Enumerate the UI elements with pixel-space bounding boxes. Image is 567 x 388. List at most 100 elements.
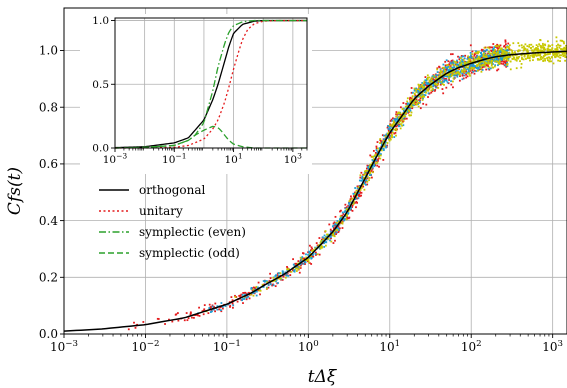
scatter-point xyxy=(503,52,505,54)
scatter-point xyxy=(339,211,341,213)
scatter-point xyxy=(554,56,556,58)
scatter-point xyxy=(253,289,255,291)
scatter-point xyxy=(454,61,456,63)
scatter-point xyxy=(556,53,558,55)
scatter-point xyxy=(197,314,199,316)
scatter-point xyxy=(470,52,472,54)
scatter-point xyxy=(128,328,130,330)
scatter-point xyxy=(425,104,427,106)
scatter-point xyxy=(493,51,495,53)
scatter-point xyxy=(242,298,244,300)
scatter-point xyxy=(358,197,360,199)
scatter-point xyxy=(207,312,209,314)
scatter-point xyxy=(503,50,505,52)
scatter-point xyxy=(392,132,394,134)
scatter-point xyxy=(563,42,565,44)
scatter-point xyxy=(488,59,490,61)
scatter-point xyxy=(472,51,474,53)
scatter-point xyxy=(398,125,400,127)
scatter-point xyxy=(395,132,397,134)
scatter-point xyxy=(391,124,393,126)
scatter-point xyxy=(395,135,397,137)
scatter-point xyxy=(187,319,189,321)
scatter-point xyxy=(494,49,496,51)
scatter-point xyxy=(429,80,431,82)
scatter-point xyxy=(510,68,512,70)
scatter-point xyxy=(498,49,500,51)
scatter-point xyxy=(520,67,522,69)
scatter-point xyxy=(401,125,403,127)
scatter-point xyxy=(452,53,454,55)
scatter-point xyxy=(425,76,427,78)
scatter-point xyxy=(407,97,409,99)
scatter-point xyxy=(212,306,214,308)
scatter-point xyxy=(371,177,373,179)
scatter-point xyxy=(479,55,481,57)
scatter-point xyxy=(336,232,338,234)
scatter-point xyxy=(467,67,469,69)
scatter-point xyxy=(517,42,519,44)
scatter-point xyxy=(451,75,453,77)
scatter-point xyxy=(495,45,497,47)
scatter-point xyxy=(413,103,415,105)
scatter-point xyxy=(434,89,436,91)
scatter-point xyxy=(296,268,298,270)
scatter-point xyxy=(547,48,549,50)
scatter-point xyxy=(270,283,272,285)
scatter-point xyxy=(417,88,419,90)
scatter-point xyxy=(474,52,476,54)
scatter-point xyxy=(508,48,510,50)
main-y-tick-label: 0.2 xyxy=(39,271,58,285)
scatter-point xyxy=(516,58,518,60)
scatter-point xyxy=(274,275,276,277)
scatter-point xyxy=(508,52,510,54)
scatter-point xyxy=(474,58,476,60)
scatter-point xyxy=(430,89,432,91)
scatter-point xyxy=(511,58,513,60)
scatter-point xyxy=(246,297,248,299)
scatter-point xyxy=(524,43,526,45)
scatter-point xyxy=(339,227,341,229)
scatter-point xyxy=(488,63,490,65)
scatter-point xyxy=(564,48,566,50)
scatter-point xyxy=(360,174,362,176)
scatter-point xyxy=(544,58,546,60)
scatter-point xyxy=(461,71,463,73)
scatter-point xyxy=(537,58,539,60)
scatter-point xyxy=(300,257,302,259)
scatter-point xyxy=(473,67,475,69)
scatter-point xyxy=(403,119,405,121)
scatter-point xyxy=(361,187,363,189)
scatter-point xyxy=(452,81,454,83)
scatter-point xyxy=(355,206,357,208)
scatter-point xyxy=(325,245,327,247)
scatter-point xyxy=(280,272,282,274)
scatter-point xyxy=(486,56,488,58)
inset-y-tick-label: 0.5 xyxy=(92,79,109,91)
scatter-point xyxy=(191,317,193,319)
scatter-point xyxy=(366,181,368,183)
scatter-point xyxy=(499,63,501,65)
scatter-point xyxy=(369,177,371,179)
scatter-point xyxy=(448,77,450,79)
scatter-point xyxy=(400,106,402,108)
scatter-point xyxy=(234,296,236,298)
scatter-point xyxy=(199,315,201,317)
scatter-point xyxy=(334,240,336,242)
scatter-point xyxy=(559,60,561,62)
scatter-point xyxy=(344,218,346,220)
scatter-point xyxy=(556,45,558,47)
main-x-tick-label: 10−3 xyxy=(50,339,78,354)
scatter-point xyxy=(377,148,379,150)
scatter-point xyxy=(505,48,507,50)
scatter-point xyxy=(428,92,430,94)
scatter-point xyxy=(442,88,444,90)
scatter-point xyxy=(484,61,486,63)
scatter-point xyxy=(409,100,411,102)
scatter-point xyxy=(330,236,332,238)
scatter-point xyxy=(463,59,465,61)
scatter-point xyxy=(448,63,450,65)
scatter-point xyxy=(222,308,224,310)
scatter-point xyxy=(395,116,397,118)
scatter-point xyxy=(142,321,144,323)
